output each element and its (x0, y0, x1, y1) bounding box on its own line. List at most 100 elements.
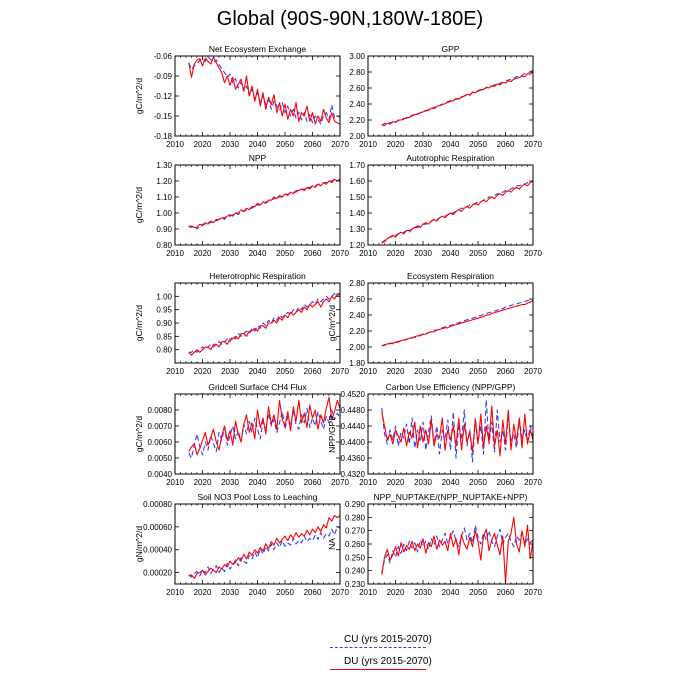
y-tick-label: 2.00 (349, 132, 365, 141)
y-tick-label: 0.00080 (143, 500, 172, 509)
y-tick-label: 2.80 (349, 68, 365, 77)
y-tick-label: 0.4520 (341, 390, 366, 399)
y-tick-label: 0.90 (156, 225, 172, 234)
x-tick-label: 2070 (524, 249, 542, 258)
plot-frame (367, 282, 534, 364)
y-tick-label: 1.40 (349, 209, 365, 218)
panel-6: Gridcell Surface CH4 Flux gC/m^2/d 2010 202… (134, 382, 349, 487)
x-tick-label: 2030 (414, 249, 432, 258)
series-line-du (188, 396, 341, 456)
x-tick-label: 2030 (414, 588, 432, 597)
y-tick-label: 1.10 (156, 193, 172, 202)
panel-title: Carbon Use Efficiency (NPP/GPP) (386, 382, 516, 392)
x-tick-label: 2060 (497, 367, 515, 376)
x-tick-label: 2060 (304, 478, 322, 487)
x-tick-label: 2070 (331, 249, 349, 258)
y-tick-label: 2.00 (349, 343, 365, 352)
x-tick-label: 2020 (194, 249, 212, 258)
y-tick-label: 2.40 (349, 311, 365, 320)
legend-cu: CU (yrs 2015-2070) (330, 634, 450, 648)
y-tick-label: 0.4400 (341, 438, 366, 447)
panel-7: Carbon Use Efficiency (NPP/GPP) NPP/GPP 20… (327, 382, 542, 487)
y-axis-label: gC/m^2/d (134, 416, 144, 452)
y-tick-label: 0.00020 (143, 569, 172, 578)
y-axis-label: NA (327, 538, 337, 550)
x-tick-label: 2030 (221, 249, 239, 258)
x-tick-label: 2010 (359, 367, 377, 376)
panel-8: Soil NO3 Pool Loss to Leaching gN/m^2/d 20… (134, 492, 349, 597)
y-tick-label: 2.60 (349, 295, 365, 304)
panel-5: Ecosystem Respiration gC/m^2/d 2010 2020 203… (327, 271, 542, 376)
y-tick-label: 0.0070 (148, 422, 173, 431)
x-tick-label: 2020 (194, 588, 212, 597)
y-axis-label: gN/m^2/d (134, 526, 144, 562)
x-tick-label: 2030 (414, 478, 432, 487)
x-tick-label: 2020 (387, 140, 405, 149)
x-tick-label: 2040 (249, 140, 267, 149)
panel-2: NPP gC/m^2/d 2010 2020 2030 2040 2050 2060 2070 0… (134, 153, 349, 258)
x-tick-label: 2060 (304, 588, 322, 597)
x-tick-label: 2010 (359, 478, 377, 487)
x-tick-label: 2050 (469, 249, 487, 258)
x-tick-label: 2020 (387, 588, 405, 597)
y-tick-label: 1.00 (156, 292, 172, 301)
x-tick-label: 2020 (387, 367, 405, 376)
x-tick-label: 2010 (166, 588, 184, 597)
y-axis-label: gC/m^2/d (134, 187, 144, 223)
y-tick-label: 1.00 (156, 209, 172, 218)
y-tick-label: 0.4480 (341, 406, 366, 415)
y-tick-label: 0.0040 (148, 470, 173, 479)
y-tick-label: 1.50 (349, 193, 365, 202)
y-axis-label: gC/m^2/d (134, 305, 144, 341)
series-line-cu (188, 56, 341, 125)
x-tick-label: 2060 (304, 140, 322, 149)
y-tick-label: 1.20 (349, 241, 365, 250)
series-line-cu (188, 526, 341, 578)
y-tick-label: 0.270 (345, 527, 366, 536)
x-tick-label: 2050 (469, 140, 487, 149)
x-tick-label: 2070 (331, 140, 349, 149)
panel-title: NPP (249, 153, 267, 163)
legend-cu-line (330, 647, 426, 648)
x-tick-label: 2050 (469, 367, 487, 376)
x-tick-label: 2040 (249, 249, 267, 258)
y-tick-label: 0.00060 (143, 523, 172, 532)
panel-9: NPP_NUPTAKE/(NPP_NUPTAKE+NPP) NA 2010 2020 2… (327, 492, 542, 597)
plot-frame (174, 282, 341, 364)
y-tick-label: -0.09 (154, 72, 173, 81)
series-line-du (188, 514, 341, 579)
x-tick-label: 2050 (276, 478, 294, 487)
panel-title: NPP_NUPTAKE/(NPP_NUPTAKE+NPP) (374, 492, 528, 502)
y-axis-label: gC/m^2/d (134, 78, 144, 114)
x-tick-label: 2030 (221, 588, 239, 597)
legend-du: DU (yrs 2015-2070) (330, 656, 450, 670)
y-tick-label: 0.280 (345, 513, 366, 522)
y-tick-label: 1.80 (349, 359, 365, 368)
y-tick-label: 2.60 (349, 84, 365, 93)
x-tick-label: 2030 (221, 478, 239, 487)
x-tick-label: 2060 (304, 249, 322, 258)
series-line-cu (381, 69, 534, 127)
x-tick-label: 2050 (469, 478, 487, 487)
y-tick-label: -0.12 (154, 92, 173, 101)
x-tick-label: 2050 (276, 588, 294, 597)
x-tick-label: 2070 (524, 140, 542, 149)
series-line-du (188, 293, 340, 356)
y-tick-label: 3.00 (349, 52, 365, 61)
x-tick-label: 2020 (387, 249, 405, 258)
y-tick-label: 2.80 (349, 279, 365, 288)
panel-title: Soil NO3 Pool Loss to Leaching (197, 492, 317, 502)
series-line-cu (188, 293, 341, 353)
x-tick-label: 2070 (331, 478, 349, 487)
y-tick-label: 0.4440 (341, 422, 366, 431)
panel-0: Net Ecosystem Exchange gC/m^2/d 2010 2020 20… (134, 44, 349, 149)
x-tick-label: 2010 (359, 249, 377, 258)
series-line-du (381, 405, 534, 457)
x-tick-label: 2020 (387, 478, 405, 487)
series-line-du (188, 178, 341, 228)
y-tick-label: 0.4320 (341, 470, 366, 479)
x-tick-label: 2010 (359, 140, 377, 149)
y-tick-label: -0.18 (154, 132, 173, 141)
series-line-cu (381, 298, 534, 347)
